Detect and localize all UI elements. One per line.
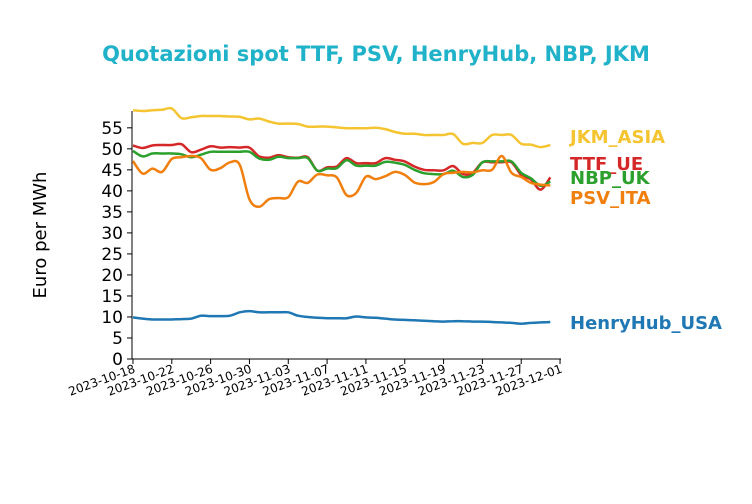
series-lines [131, 106, 552, 325]
axes [131, 111, 561, 360]
series-line-henryhub-usa [132, 309, 551, 325]
y-tick-label: 35 [101, 203, 123, 223]
series-line-jkm-asia [132, 106, 551, 149]
y-tick-label: 50 [101, 140, 123, 160]
series-label-nbp-uk: NBP_UK [570, 168, 651, 189]
series-label-ttf-ue: TTF_UE [570, 154, 643, 175]
series-line-psv-ita [131, 154, 551, 209]
series-label-psv-ita: PSV_ITA [570, 188, 651, 209]
y-axis-label: Euro per MWh [30, 172, 51, 299]
y-tick-label: 15 [101, 287, 123, 307]
y-tick-label: 45 [101, 161, 123, 181]
y-tick-label: 10 [101, 308, 123, 328]
chart-title: Quotazioni spot TTF, PSV, HenryHub, NBP,… [102, 42, 650, 66]
series-label-jkm-asia: JKM_ASIA [568, 127, 665, 148]
y-tick-label: 40 [101, 182, 123, 202]
y-tick-label: 5 [112, 329, 123, 349]
y-tick-label: 0 [112, 350, 123, 370]
y-tick-label: 55 [101, 119, 123, 139]
series-line-ttf-ue [132, 142, 552, 191]
series-line-nbp-uk [132, 149, 551, 188]
x-ticks: 2023-10-182023-10-222023-10-262023-10-30… [67, 359, 564, 399]
y-tick-label: 20 [101, 266, 123, 286]
series-label-henryhub-usa: HenryHub_USA [570, 313, 722, 334]
y-tick-label: 30 [101, 224, 123, 244]
y-tick-label: 25 [101, 245, 123, 265]
